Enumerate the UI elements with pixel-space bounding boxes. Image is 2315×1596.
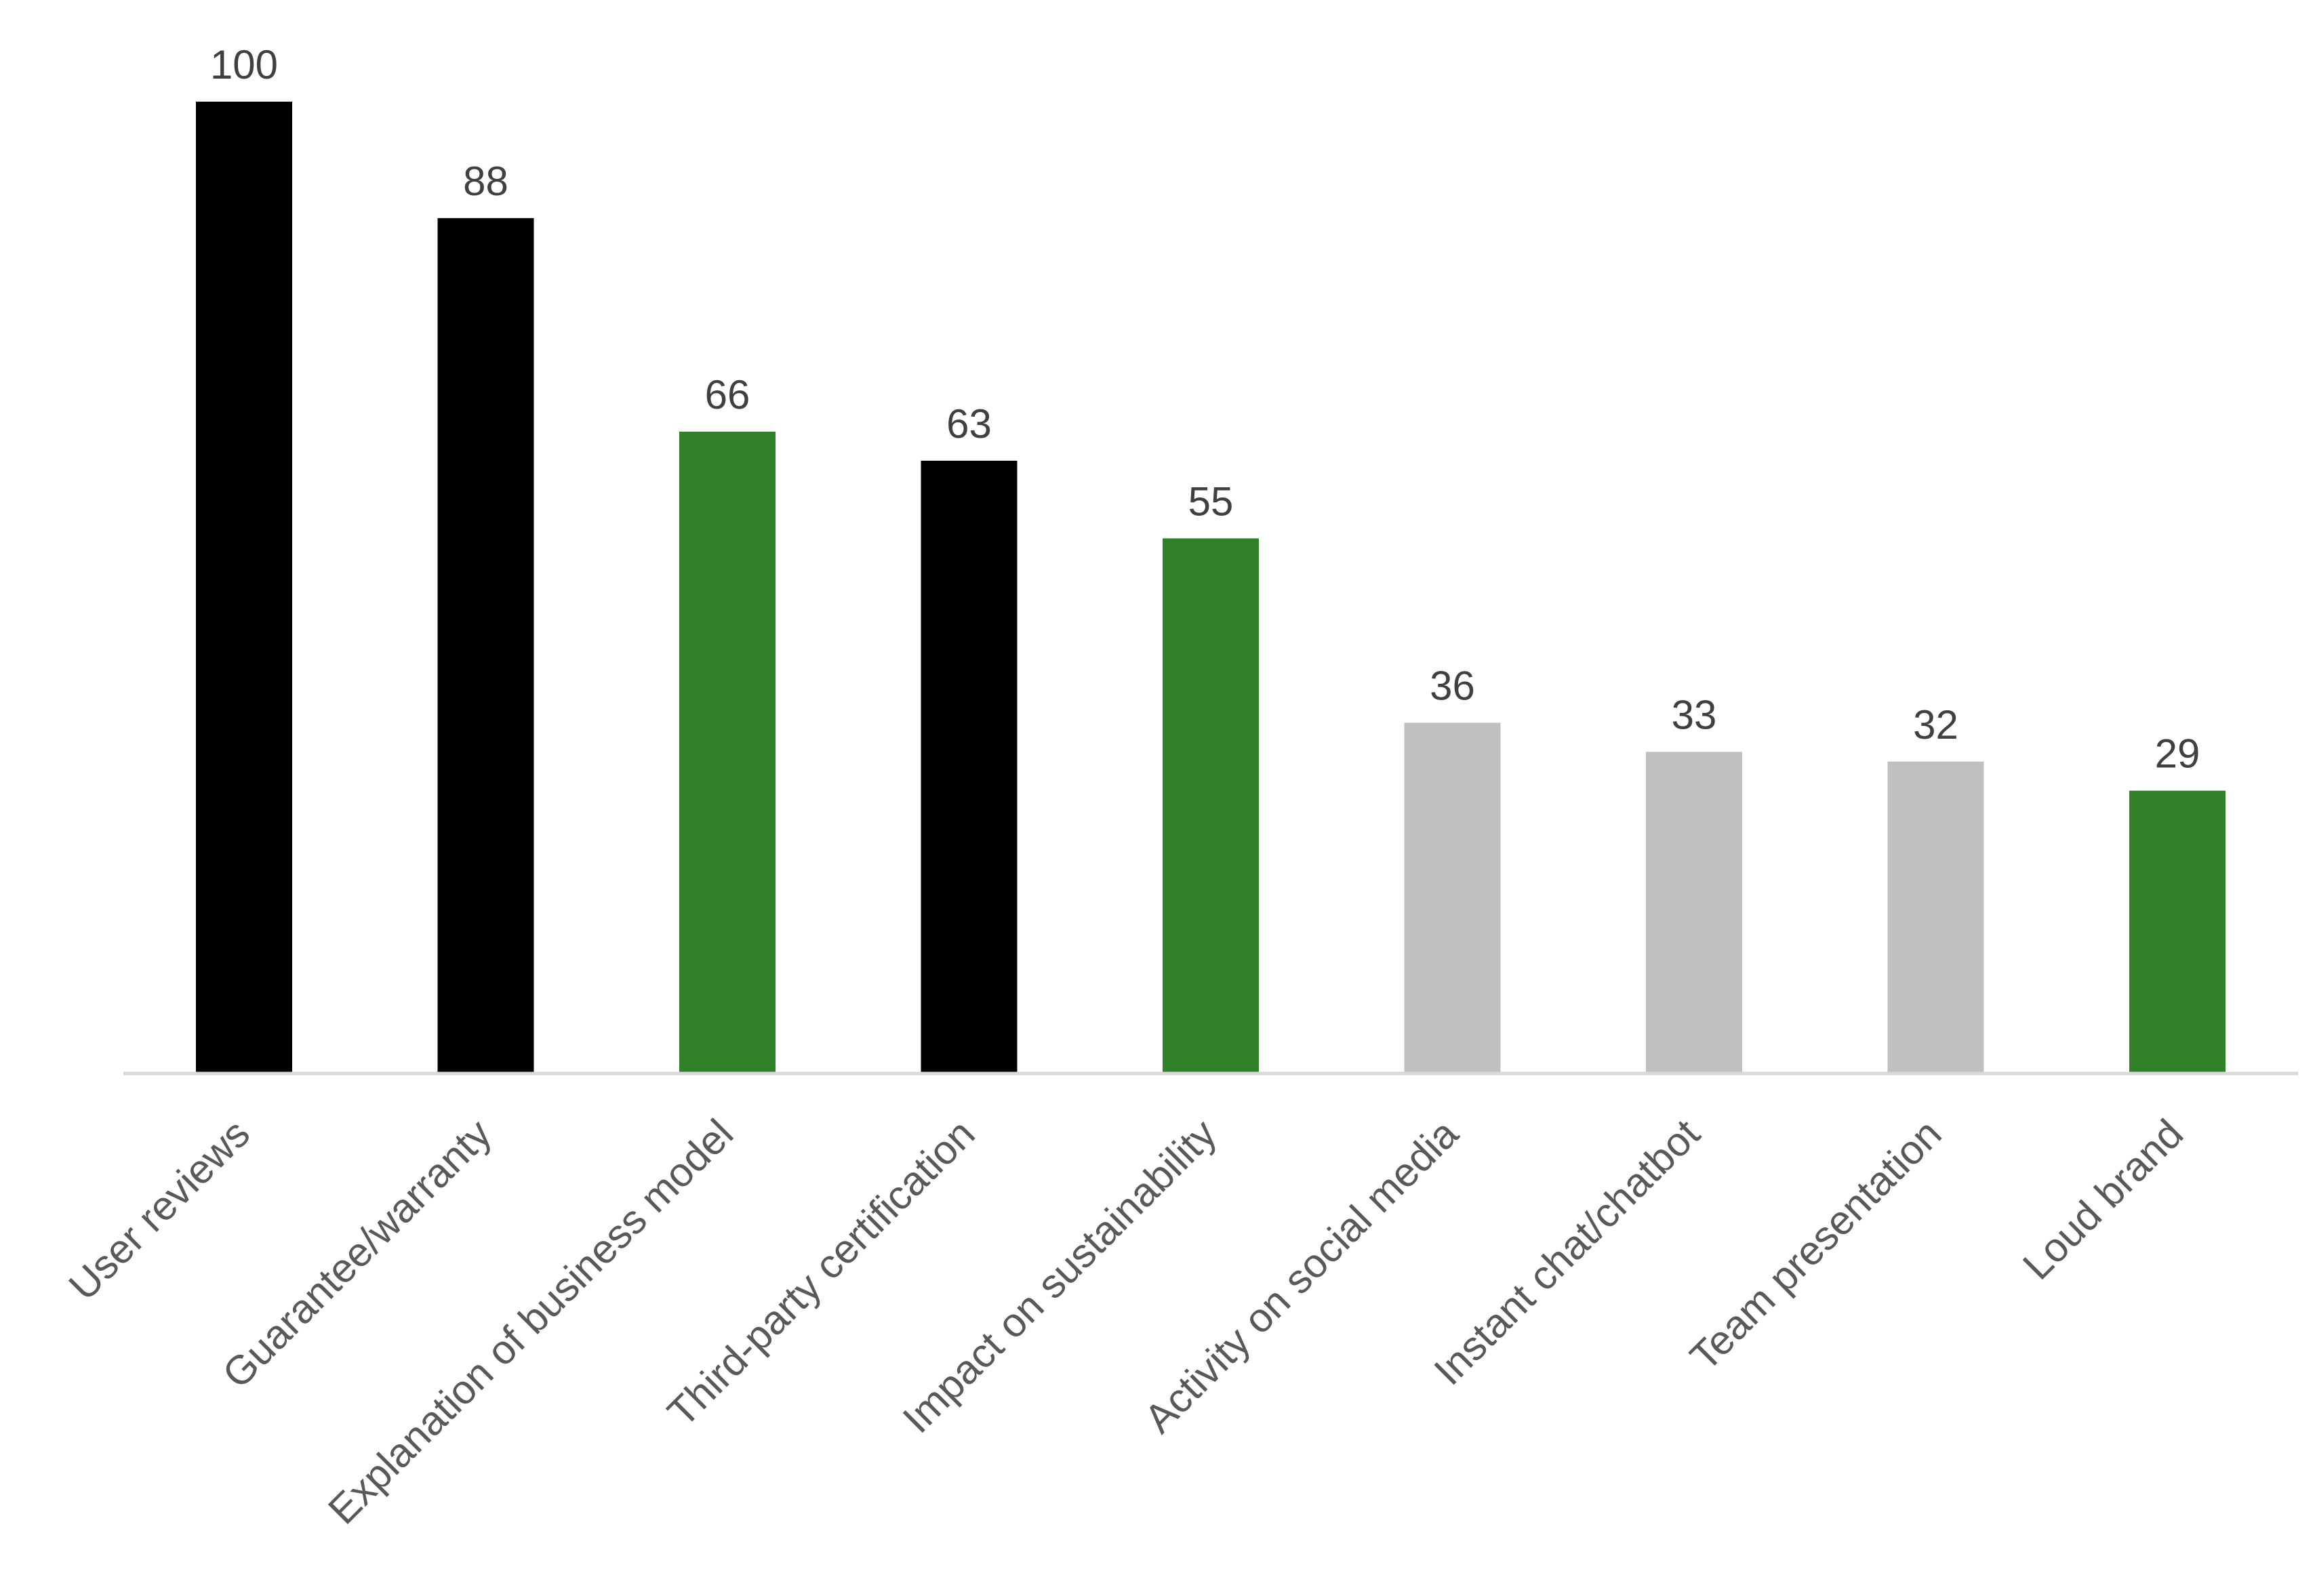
category-label-8: Team presentation xyxy=(1681,1111,1950,1379)
category-label-7: Instant chat/chatbot xyxy=(1426,1111,1709,1394)
bar-value-label-3: 66 xyxy=(705,372,750,417)
bar-value-label-6: 36 xyxy=(1430,663,1475,708)
value-labels-layer: 100 88 66 63 55 36 33 32 29 xyxy=(210,42,2200,777)
bar-4 xyxy=(921,460,1018,1072)
category-label-3: Explanation of business model xyxy=(319,1111,742,1533)
bar-2 xyxy=(437,218,534,1073)
category-label-2: Guarantee/warranty xyxy=(214,1111,500,1397)
bar-value-label-9: 29 xyxy=(2155,731,2200,777)
bar-8 xyxy=(1887,761,1984,1072)
bar-1 xyxy=(196,102,292,1072)
category-labels-layer: User reviewsGuarantee/warrantyExplanatio… xyxy=(60,1110,2192,1532)
bar-value-label-7: 33 xyxy=(1672,692,1717,737)
bar-value-label-2: 88 xyxy=(463,159,508,204)
bar-7 xyxy=(1646,752,1742,1072)
bar-9 xyxy=(2129,790,2226,1072)
bars-layer xyxy=(196,102,2226,1073)
bar-value-label-4: 63 xyxy=(946,401,992,447)
bar-3 xyxy=(679,431,776,1072)
category-label-1: User reviews xyxy=(60,1111,259,1309)
bar-value-label-8: 32 xyxy=(1913,702,1958,748)
bar-5 xyxy=(1163,538,1259,1072)
category-label-9: Loud brand xyxy=(2014,1111,2192,1288)
bar-value-label-5: 55 xyxy=(1188,478,1234,524)
bar-6 xyxy=(1404,722,1501,1072)
bar-value-label-1: 100 xyxy=(210,42,278,87)
